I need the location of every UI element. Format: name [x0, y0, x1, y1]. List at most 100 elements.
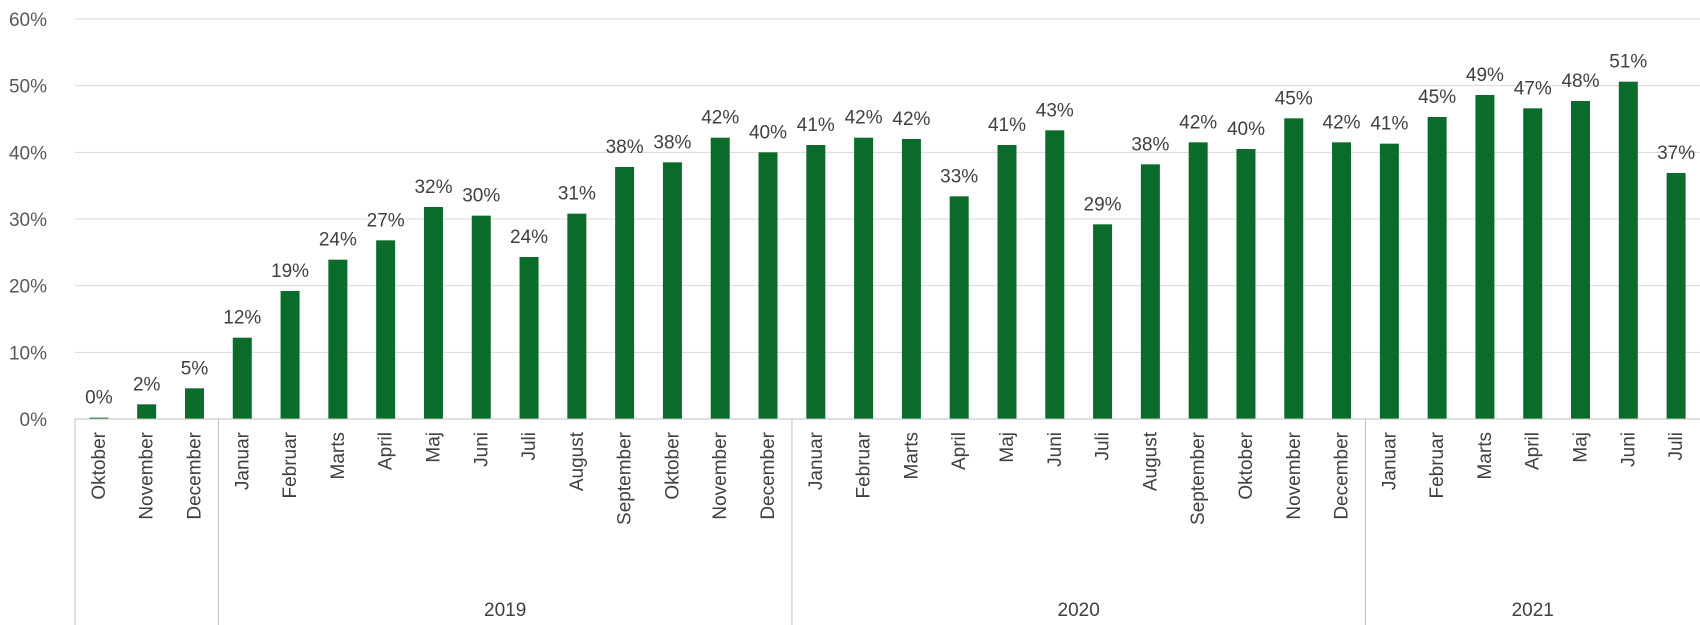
- data-label: 51%: [1609, 52, 1647, 73]
- bar: [137, 404, 157, 419]
- data-label: 42%: [845, 108, 883, 129]
- data-label: 40%: [1227, 119, 1265, 140]
- bar: [423, 207, 443, 419]
- data-label: 5%: [181, 358, 209, 379]
- x-tick-label: Juni: [1045, 432, 1066, 467]
- x-tick-label: Januar: [1379, 431, 1400, 490]
- x-tick-label: Marts: [328, 432, 349, 480]
- y-tick-label: 30%: [9, 210, 47, 231]
- bar: [997, 145, 1017, 419]
- x-tick-label: December: [758, 431, 779, 519]
- data-label: 2%: [133, 374, 161, 395]
- data-label: 38%: [653, 132, 691, 153]
- x-tick-label: Oktober: [1236, 431, 1257, 499]
- data-label: 42%: [1323, 112, 1361, 133]
- x-tick-label: November: [137, 431, 158, 519]
- bar: [1140, 164, 1160, 419]
- bar: [1571, 101, 1591, 419]
- data-label: 40%: [749, 122, 787, 143]
- x-tick-label: Januar: [232, 431, 253, 490]
- bar: [1523, 108, 1543, 419]
- bar: [1093, 224, 1113, 419]
- x-tick-label: September: [615, 431, 636, 525]
- data-label: 30%: [462, 186, 500, 207]
- x-tick-label: April: [949, 432, 970, 470]
- x-tick-label: Januar: [806, 431, 827, 490]
- data-label: 19%: [271, 261, 309, 282]
- y-tick-label: 10%: [9, 343, 47, 364]
- data-label: 33%: [940, 166, 978, 187]
- x-tick-label: Juni: [471, 432, 492, 467]
- data-label: 32%: [414, 177, 452, 198]
- data-label: 37%: [1657, 143, 1695, 164]
- x-tick-label: Juli: [1093, 432, 1114, 461]
- data-label: 27%: [367, 210, 405, 231]
- data-label: 38%: [606, 137, 644, 158]
- x-tick-label: August: [567, 431, 588, 491]
- bar: [184, 388, 204, 419]
- bar: [328, 259, 348, 419]
- data-label: 42%: [892, 109, 930, 130]
- bars: [89, 81, 1686, 420]
- x-tick-label: Februar: [1427, 431, 1448, 498]
- data-label: 29%: [1084, 194, 1122, 215]
- x-tick-label: September: [1188, 431, 1209, 525]
- y-tick-label: 0%: [20, 410, 48, 431]
- data-label: 12%: [223, 308, 261, 329]
- bar: [89, 417, 109, 419]
- x-tick-label: December: [1332, 431, 1353, 519]
- data-label: 31%: [558, 184, 596, 205]
- bar: [710, 137, 730, 419]
- x-tick-label: Marts: [1475, 432, 1496, 480]
- bar: [1379, 143, 1399, 419]
- bar: [1284, 118, 1304, 419]
- bar: [901, 139, 921, 419]
- x-tick-label: Maj: [423, 432, 444, 463]
- bar: [232, 337, 252, 419]
- data-label: 42%: [701, 108, 739, 129]
- data-label: 43%: [1036, 100, 1074, 121]
- year-group-label: 2020: [1058, 600, 1100, 621]
- x-tick-label: August: [1140, 431, 1161, 491]
- x-tick-label: Juli: [1666, 432, 1687, 461]
- x-tick-label: April: [1523, 432, 1544, 470]
- bar: [854, 137, 874, 419]
- x-tick-label: Maj: [1571, 432, 1592, 463]
- x-tick-label: Juni: [1618, 432, 1639, 467]
- x-tick-label: December: [184, 431, 205, 519]
- data-label: 41%: [797, 115, 835, 136]
- bar: [662, 162, 682, 420]
- x-axis: Oktober November December Januar Februar Mart…: [74, 418, 1700, 625]
- x-tick-label: Oktober: [89, 431, 110, 499]
- bar: [1427, 117, 1447, 419]
- data-label: 45%: [1275, 88, 1313, 109]
- y-tick-label: 20%: [9, 277, 47, 298]
- x-tick-label: April: [376, 432, 397, 470]
- data-labels: 0% 2% 5% 12% 19% 24% 27% 32% 30% 24% 31% 38% 38% 42% 4…: [85, 52, 1695, 409]
- data-label: 41%: [988, 115, 1026, 136]
- bar: [1332, 142, 1352, 420]
- bar: [1045, 130, 1065, 420]
- x-tick-label: November: [1284, 431, 1305, 519]
- data-label: 48%: [1561, 71, 1599, 92]
- bar: [280, 291, 300, 419]
- bar: [471, 215, 491, 419]
- y-tick-label: 50%: [9, 77, 47, 98]
- y-tick-label: 40%: [9, 143, 47, 164]
- data-label: 0%: [85, 388, 113, 409]
- bar: [1618, 81, 1638, 420]
- x-tick-label: Maj: [997, 432, 1018, 463]
- bar: [949, 196, 969, 419]
- data-label: 45%: [1418, 87, 1456, 108]
- data-label: 49%: [1466, 65, 1504, 86]
- bar: [1666, 173, 1686, 419]
- bar: [1475, 95, 1495, 419]
- bar: [519, 257, 539, 419]
- x-tick-label: Juli: [519, 432, 540, 461]
- gridlines: [75, 18, 1700, 353]
- bar: [615, 167, 635, 419]
- bar: [1188, 142, 1208, 420]
- bar: [1236, 149, 1256, 419]
- data-label: 24%: [319, 230, 357, 251]
